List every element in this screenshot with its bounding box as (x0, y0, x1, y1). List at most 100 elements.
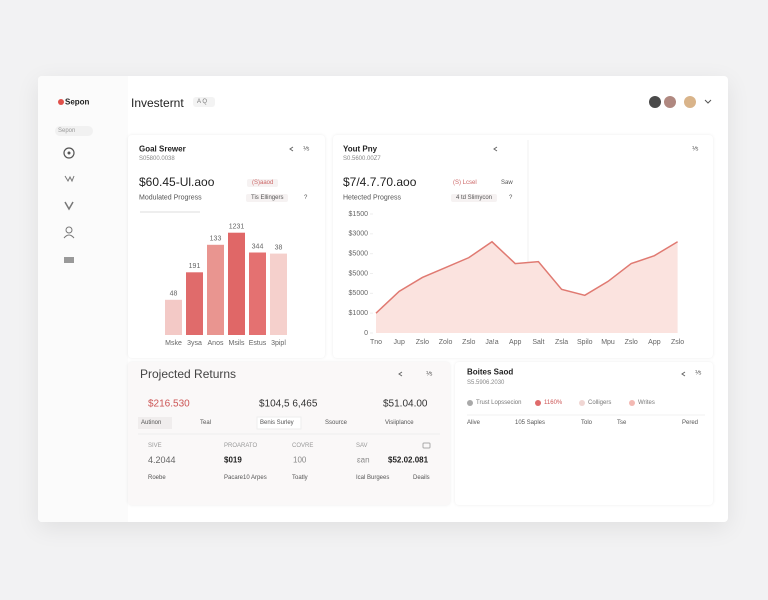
bar (165, 299, 182, 335)
x-tick-label: Estus (249, 340, 267, 347)
cell: ɛan (357, 455, 370, 465)
col-header: 105 Saples (515, 420, 546, 426)
search-box[interactable] (55, 126, 93, 136)
col-header: COVRE (292, 443, 314, 449)
x-tick-label: App (648, 339, 661, 346)
avatar[interactable] (684, 96, 696, 108)
legend-swatch (467, 400, 473, 406)
header-chip-bg (193, 97, 215, 107)
return-value: $216.530 (148, 398, 190, 410)
nav-icon[interactable] (64, 257, 74, 263)
cell: $52.02.081 (388, 455, 429, 465)
card-subtitle: S05800.0038 (139, 156, 175, 162)
legend-label: Writes (638, 400, 655, 406)
area (376, 241, 678, 333)
nav-prev[interactable] (681, 371, 686, 377)
y-tick-label: $5000 (349, 290, 369, 297)
x-tick-label: 3pipl (271, 340, 286, 347)
amount: $60.45-Ul.aoo (139, 175, 215, 189)
col-header: SIVE (148, 443, 162, 449)
nav-label[interactable]: ⅟s (303, 146, 310, 153)
bar (249, 252, 266, 335)
header-chip[interactable]: A Q (197, 99, 208, 105)
x-tick-label: Spilo (577, 339, 593, 346)
tab-bg (138, 417, 172, 429)
bar (228, 232, 245, 335)
nav-prev[interactable] (289, 146, 294, 152)
progress-label: Modulated Progress (139, 194, 202, 202)
card-subtitle: S5.5906.2030 (467, 380, 505, 386)
footer-cell: Ical Burgees (356, 475, 390, 481)
nav-icon[interactable] (65, 226, 73, 234)
goal-panel (128, 135, 325, 358)
bar (207, 244, 224, 335)
tab-bg (256, 416, 302, 430)
x-tick-label: Anos (208, 340, 224, 347)
bar-label: 191 (189, 263, 201, 270)
progress-label: Hetected Progress (343, 194, 401, 202)
footer-cell: Deails (413, 475, 430, 481)
search-placeholder: Sepon (58, 128, 76, 134)
bar-label: 1231 (229, 224, 245, 231)
help[interactable]: ? (509, 195, 513, 201)
nav-prev[interactable] (398, 371, 403, 377)
y-tick-label: $1500 (349, 211, 369, 218)
icon (422, 442, 431, 449)
tab[interactable]: Autinon (141, 420, 162, 426)
badge: Saw (501, 180, 513, 186)
x-tick-label: Zslo (416, 339, 429, 346)
col-header: Alive (467, 420, 481, 426)
nav-icon-body (63, 234, 75, 239)
y-tick-label: $5000 (349, 251, 369, 258)
bar-label: 48 (170, 291, 178, 298)
nav-label[interactable]: ⅟s (692, 146, 699, 153)
page-title: Investernt (131, 96, 184, 110)
footer-cell: Pacare10 Arpes (224, 475, 267, 481)
legend-label: Trust Lopssecion (476, 400, 522, 406)
brand: Sepon (65, 97, 90, 107)
cell: 100 (293, 455, 307, 465)
col-header: Tse (617, 420, 627, 426)
footer-cell: Roebe (148, 475, 166, 481)
card-title: Boites Saod (467, 367, 514, 377)
boites-panel (455, 362, 713, 505)
line (375, 240, 678, 314)
x-tick-label: App (509, 339, 522, 346)
col-header: Tolo (581, 420, 593, 426)
filter[interactable]: Tis Ellingers (246, 194, 289, 202)
filter[interactable]: 4 td Slimycon (451, 194, 498, 202)
amount: $7/4.7.70.aoo (343, 175, 417, 189)
nav-icon[interactable] (64, 201, 74, 211)
brand-icon (58, 99, 64, 105)
menu-chevron[interactable] (704, 99, 712, 104)
bar (186, 272, 203, 335)
legend-swatch (579, 400, 585, 406)
x-tick-label: Salt (532, 339, 544, 346)
nav-label[interactable]: ⅟s (695, 370, 702, 377)
help[interactable]: ? (304, 195, 308, 201)
tab[interactable]: Teal (200, 420, 212, 426)
x-tick-label: Msils (229, 340, 245, 347)
x-tick-label: Zslo (671, 339, 684, 346)
x-tick-label: Zsla (555, 339, 568, 346)
avatar[interactable] (664, 96, 676, 108)
y-tick-label: $1000 (349, 310, 369, 317)
tab[interactable]: Ssource (325, 420, 348, 426)
x-tick-label: Jup (394, 339, 405, 346)
legend-swatch (629, 400, 635, 406)
legend-label: Colligers (588, 400, 612, 406)
avatar[interactable] (649, 96, 661, 108)
x-tick-label: 3ysa (187, 340, 202, 347)
tab[interactable]: Benis Surley (260, 420, 294, 426)
x-tick-label: Mske (165, 340, 182, 347)
nav-icon[interactable] (63, 147, 75, 159)
nav-label[interactable]: ⅟s (426, 371, 433, 378)
bar (270, 253, 287, 335)
nav-prev[interactable] (493, 146, 498, 152)
nav-icon[interactable] (64, 175, 75, 183)
sidebar (38, 76, 128, 522)
return-value: $104,5 6,465 (259, 398, 318, 410)
tab[interactable]: Visiiplance (385, 420, 414, 426)
